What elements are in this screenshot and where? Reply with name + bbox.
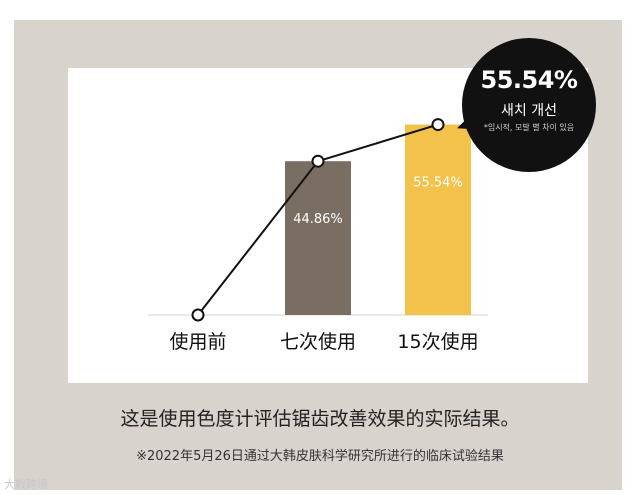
caption-note: ※2022年5月26日通过大韩皮肤科学研究所进行的临床试验结果 [136,449,504,464]
bar-line-chart: 44.86% 55.54% 使用前 七次使用 15次使用 [148,118,488,353]
trend-point-1 [311,154,325,168]
bar-1 [285,161,351,315]
trend-point-0 [191,308,205,322]
badge-note: *임시적, 모발 별 차이 있음 [483,123,575,132]
watermark: 大戟跨境 [4,478,48,491]
bar-2 [405,124,471,315]
result-badge: 55.54% 새치 개선 *임시적, 모발 별 차이 있음 [462,38,596,172]
bar-value-label-2: 55.54% [413,176,463,191]
category-label-0: 使用前 [169,331,226,353]
bar-value-label-1: 44.86% [293,212,343,227]
trend-point-2 [431,118,445,132]
badge-value: 55.54% [480,66,578,94]
caption-main: 这是使用色度计评估锯齿改善效果的实际结果。 [120,408,520,430]
category-label-2: 15次使用 [397,331,478,353]
badge-label: 새치 개선 [501,103,557,119]
category-label-1: 七次使用 [280,331,356,353]
